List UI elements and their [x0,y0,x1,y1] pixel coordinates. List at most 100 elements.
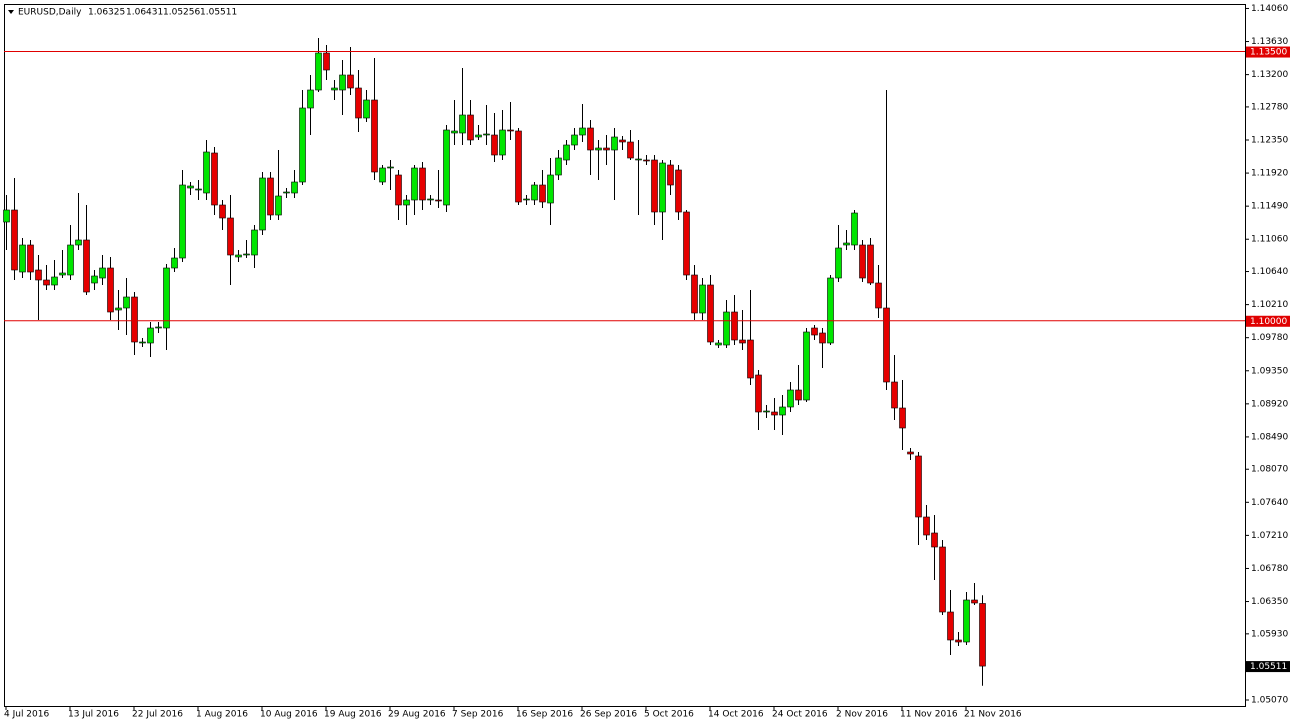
candle-body [83,239,90,293]
candle-body [299,107,306,183]
x-tick-label: 19 Aug 2016 [324,710,382,720]
candle-body [427,198,434,201]
candle-body [835,247,842,279]
candle-body [27,244,34,273]
candle-body [435,199,442,202]
candle-body [411,167,418,201]
candle-body [579,127,586,136]
candle-body [803,331,810,401]
candle-body [107,267,114,313]
y-tick-label: 1.12350 [1251,136,1288,146]
x-tick-label: 22 Jul 2016 [132,710,183,720]
candle-body [635,158,642,161]
candle-body [339,74,346,91]
x-tick-label: 1 Aug 2016 [196,710,248,720]
x-tick-label: 29 Aug 2016 [388,710,446,720]
candle-body [659,162,666,213]
candle-body [667,164,674,186]
candle-body [371,99,378,173]
candle-body [51,276,58,286]
candle-body [315,52,322,91]
candle-body [187,185,194,189]
x-tick-label: 16 Sep 2016 [516,710,573,720]
candle-body [379,167,386,183]
x-tick-label: 11 Nov 2016 [900,710,958,720]
candle-body [123,296,130,309]
y-tick-label: 1.06350 [1251,597,1288,607]
candle-body [547,174,554,204]
candle-body [827,277,834,344]
y-tick-label: 1.11490 [1251,202,1288,212]
y-tick-label: 1.08920 [1251,399,1288,409]
candle-body [507,129,514,132]
candle-body [739,339,746,344]
x-tick-label: 14 Oct 2016 [708,710,764,720]
candle-body [99,267,106,279]
candle-body [139,341,146,344]
candle-body [403,199,410,206]
candle-body [899,407,906,429]
x-tick-label: 2 Nov 2016 [836,710,888,720]
header-low: 1.05256 [163,8,200,18]
candle-body [523,198,530,201]
level-price-label: 1.13500 [1250,48,1287,58]
candle-body [819,332,826,344]
candle-body [499,129,506,156]
candle-body [595,147,602,151]
candle-body [35,269,42,281]
candle-body [587,127,594,151]
candle-body [347,74,354,89]
candle-body [515,130,522,203]
candle-body [163,267,170,329]
candle-body [227,217,234,256]
candle-body [323,52,330,71]
candle-body [699,284,706,314]
level-price-box [1246,315,1290,327]
y-tick-label: 1.09350 [1251,366,1288,376]
menu-triangle [8,10,14,14]
y-tick-label: 1.10640 [1251,267,1288,277]
candle-body [283,191,290,194]
candle-body [467,114,474,141]
candle-body [19,244,26,273]
candle-body [75,239,82,246]
y-tick-label: 1.08070 [1251,465,1288,475]
y-tick-label: 1.05930 [1251,629,1288,639]
candle-body [3,209,10,223]
candle-body [115,307,122,311]
candle-body [483,133,490,136]
candle-body [251,229,258,256]
candle-body [883,307,890,383]
x-tick-label: 21 Nov 2016 [964,710,1022,720]
candle-body [779,406,786,416]
candle-body [651,159,658,213]
candle-body [963,599,970,643]
candle-body [891,381,898,409]
candle-body [907,451,914,455]
header-open: 1.06325 [88,8,125,18]
candle-body [539,184,546,203]
candle-body [131,296,138,343]
candle-body [683,211,690,276]
header-high: 1.06431 [126,8,163,18]
candle-body [331,87,338,91]
candle-body [363,99,370,119]
candle-body [459,114,466,134]
candle-body [59,272,66,276]
candle-body [859,244,866,279]
x-tick-label: 5 Oct 2016 [644,710,694,720]
candle-body [643,159,650,162]
candle-body [603,147,610,151]
candle-body [195,188,202,191]
candle-body [491,134,498,156]
candle-body [211,152,218,206]
candle-body [979,603,986,667]
candle-body [971,599,978,604]
candle-body [387,166,394,169]
candle-body [219,204,226,219]
candle-body [475,134,482,138]
candle-body [563,144,570,161]
candle-body [67,244,74,276]
candle-body [723,311,730,346]
